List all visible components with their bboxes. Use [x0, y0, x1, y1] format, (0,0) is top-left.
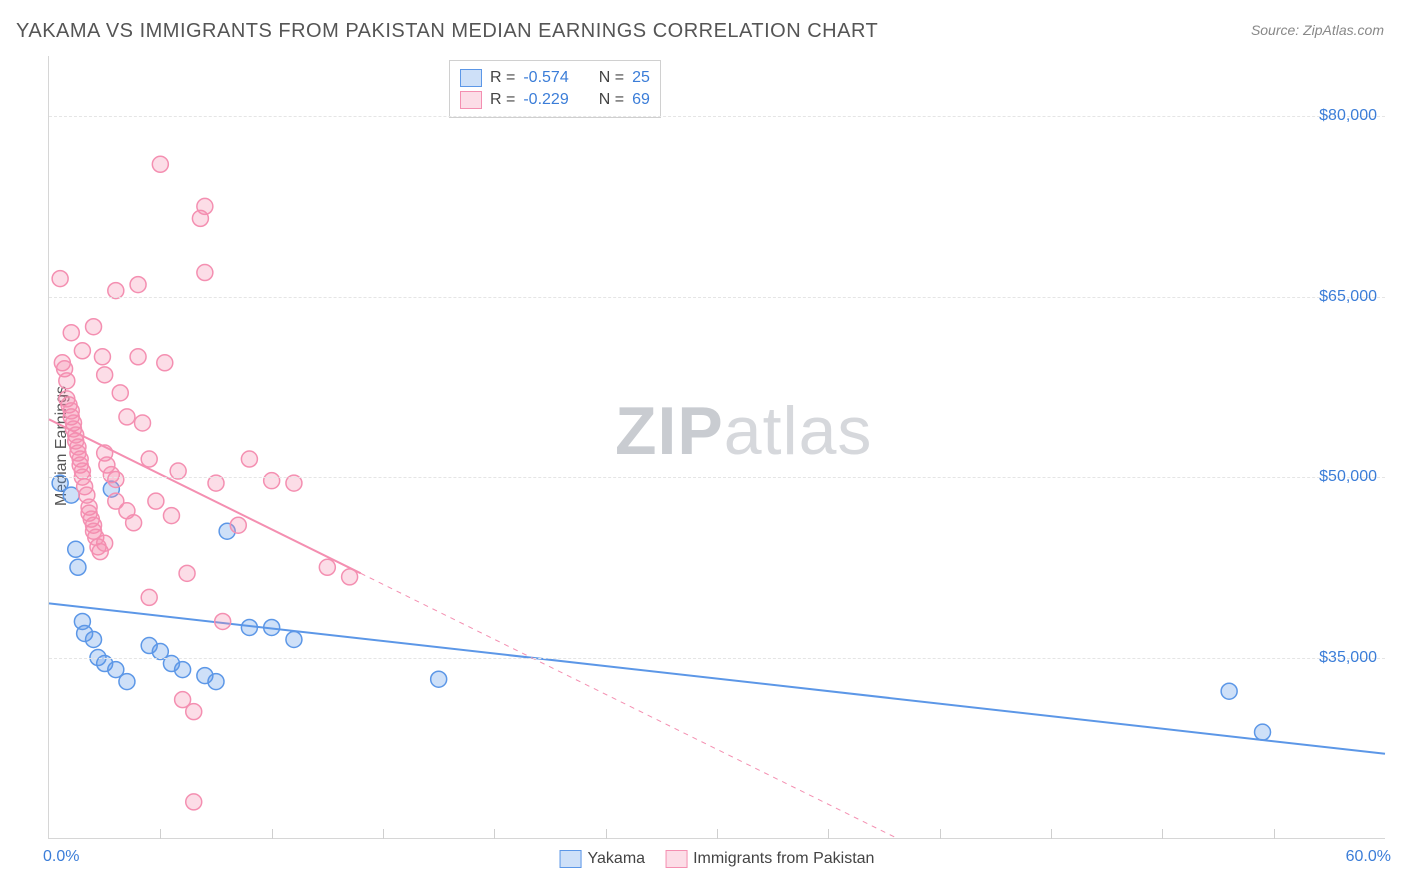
- data-point: [197, 198, 213, 214]
- trend-line: [49, 603, 1385, 753]
- swatch-pakistan: [665, 850, 687, 868]
- n-label: N =: [599, 67, 624, 89]
- stats-row: R = -0.574 N = 25: [460, 67, 650, 89]
- gridline: [49, 116, 1385, 117]
- y-tick-label: $35,000: [1319, 649, 1377, 667]
- x-tick: [1274, 829, 1275, 839]
- data-point: [74, 343, 90, 359]
- data-point: [119, 674, 135, 690]
- data-point: [119, 409, 135, 425]
- y-tick-label: $80,000: [1319, 107, 1377, 125]
- y-tick-label: $65,000: [1319, 288, 1377, 306]
- n-value: 25: [632, 67, 650, 89]
- gridline: [49, 297, 1385, 298]
- data-point: [1221, 683, 1237, 699]
- x-tick: [940, 829, 941, 839]
- data-point: [126, 515, 142, 531]
- data-point: [179, 565, 195, 581]
- r-value: -0.229: [523, 89, 568, 111]
- data-point: [286, 631, 302, 647]
- n-value: 69: [632, 89, 650, 111]
- x-tick: [494, 829, 495, 839]
- data-point: [208, 674, 224, 690]
- data-point: [52, 271, 68, 287]
- plot-area: ZIPatlas R = -0.574N = 25R = -0.229N = 6…: [48, 56, 1385, 839]
- x-tick: [606, 829, 607, 839]
- data-point: [130, 277, 146, 293]
- x-tick: [1051, 829, 1052, 839]
- data-point: [241, 451, 257, 467]
- data-point: [135, 415, 151, 431]
- data-point: [97, 535, 113, 551]
- data-point: [130, 349, 146, 365]
- swatch-icon: [460, 91, 482, 109]
- stats-row: R = -0.229 N = 69: [460, 89, 650, 111]
- data-point: [319, 559, 335, 575]
- data-point: [264, 473, 280, 489]
- data-point: [86, 319, 102, 335]
- x-axis-end-label: 60.0%: [1346, 848, 1391, 866]
- data-point: [431, 671, 447, 687]
- data-point: [148, 493, 164, 509]
- data-point: [68, 541, 84, 557]
- source-credit: Source: ZipAtlas.com: [1251, 22, 1384, 38]
- x-tick: [160, 829, 161, 839]
- chart-svg: [49, 56, 1385, 838]
- r-label: R =: [490, 89, 515, 111]
- data-point: [186, 704, 202, 720]
- legend-label-pakistan: Immigrants from Pakistan: [693, 850, 874, 868]
- x-tick: [1162, 829, 1163, 839]
- gridline: [49, 658, 1385, 659]
- series-legend: Yakama Immigrants from Pakistan: [560, 850, 875, 868]
- trend-line-extrapolated: [361, 573, 897, 838]
- stats-legend: R = -0.574 N = 25 R = -0.229 N = 69: [449, 60, 661, 118]
- r-value: -0.574: [523, 67, 568, 89]
- legend-item-pakistan: Immigrants from Pakistan: [665, 850, 874, 868]
- data-point: [86, 631, 102, 647]
- data-point: [197, 265, 213, 281]
- y-tick-label: $50,000: [1319, 468, 1377, 486]
- x-axis-start-label: 0.0%: [43, 848, 79, 866]
- data-point: [141, 451, 157, 467]
- x-tick: [383, 829, 384, 839]
- gridline: [49, 477, 1385, 478]
- x-tick: [828, 829, 829, 839]
- swatch-yakama: [560, 850, 582, 868]
- data-point: [230, 517, 246, 533]
- data-point: [175, 662, 191, 678]
- data-point: [97, 367, 113, 383]
- n-label: N =: [599, 89, 624, 111]
- data-point: [215, 613, 231, 629]
- data-point: [59, 373, 75, 389]
- data-point: [157, 355, 173, 371]
- data-point: [94, 349, 110, 365]
- data-point: [163, 508, 179, 524]
- r-label: R =: [490, 67, 515, 89]
- data-point: [141, 589, 157, 605]
- data-point: [108, 471, 124, 487]
- legend-label-yakama: Yakama: [588, 850, 646, 868]
- x-tick: [717, 829, 718, 839]
- x-tick: [272, 829, 273, 839]
- data-point: [152, 156, 168, 172]
- data-point: [1255, 724, 1271, 740]
- legend-item-yakama: Yakama: [560, 850, 646, 868]
- chart-title: YAKAMA VS IMMIGRANTS FROM PAKISTAN MEDIA…: [16, 20, 878, 43]
- data-point: [63, 325, 79, 341]
- data-point: [186, 794, 202, 810]
- swatch-icon: [460, 69, 482, 87]
- data-point: [112, 385, 128, 401]
- data-point: [70, 559, 86, 575]
